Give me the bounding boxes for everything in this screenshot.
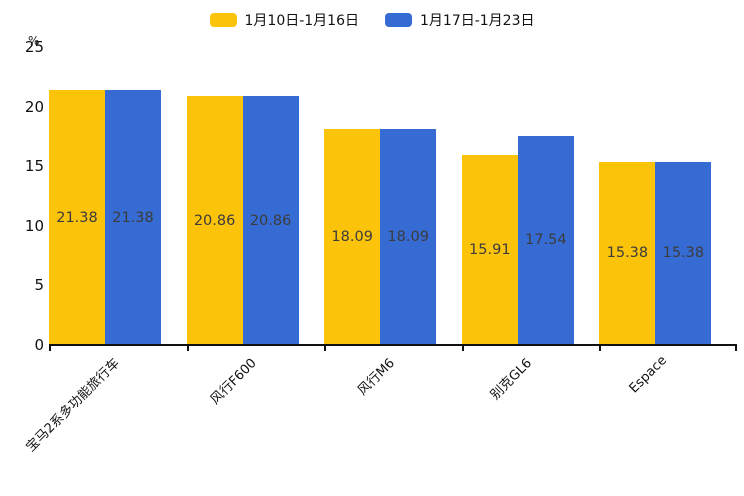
bar-week2: 20.86 [242, 96, 299, 345]
bar-group: 15.91 17.54 [461, 47, 600, 345]
bar-value-label: 15.38 [662, 245, 705, 262]
bar-value-label: 15.91 [469, 242, 511, 259]
bar-value-label: 18.09 [387, 229, 429, 246]
bar-group: 21.38 21.38 [49, 47, 187, 345]
bar-week2: 17.54 [517, 135, 574, 345]
x-axis-line [49, 344, 737, 351]
bar-group: 20.86 20.86 [186, 47, 325, 345]
bar-value-label: 17.54 [525, 232, 567, 249]
plot-area: 21.38 21.38 20.86 20.86 18.09 18.09 15.91 17.54… [49, 47, 737, 345]
bar-week2: 15.38 [655, 161, 712, 345]
x-axis-tick [49, 346, 51, 351]
x-axis-tick [324, 346, 327, 351]
bar-value-label: 21.38 [56, 209, 98, 226]
bar-value-label: 18.09 [331, 229, 373, 246]
bar-week2: 21.38 [105, 90, 161, 345]
x-axis-tick [735, 346, 737, 351]
legend-swatch-week1 [209, 13, 237, 27]
bar-week1: 15.38 [599, 161, 656, 345]
bar-week1: 21.38 [49, 90, 105, 345]
legend-label-week2: 1月17日-1月23日 [420, 13, 535, 29]
y-tick-label: 20 [24, 97, 44, 116]
bar-value-label: 20.86 [193, 212, 236, 229]
y-tick-label: 0 [34, 336, 44, 354]
legend: 1月10日-1月16日 1月17日-1月23日 [0, 8, 744, 32]
legend-item-week2: 1月17日-1月23日 [385, 10, 535, 30]
legend-item-week1: 1月10日-1月16日 [209, 10, 360, 30]
bar-value-label: 15.38 [606, 245, 649, 262]
y-tick-label: 15 [24, 157, 44, 176]
y-tick-label: 5 [34, 276, 44, 295]
bar-week1: 15.91 [461, 155, 518, 345]
y-tick-label: 25 [24, 38, 44, 56]
category-label: 别克GL6 [488, 355, 536, 403]
y-tick-label: 10 [24, 216, 44, 235]
bar-week2: 18.09 [380, 129, 437, 345]
x-axis-tick [461, 346, 464, 351]
bar-group: 15.38 15.38 [599, 47, 737, 345]
category-label: 宝马2系多功能旅行车 [23, 355, 123, 456]
y-axis-unit-label: % [28, 34, 40, 48]
bar-group: 18.09 18.09 [324, 47, 462, 345]
category-label: 风行F600 [208, 355, 261, 408]
bar-value-label: 20.86 [249, 212, 292, 229]
category-label: 风行M6 [354, 355, 398, 399]
x-axis-tick [186, 346, 189, 351]
legend-swatch-week2 [385, 13, 412, 27]
category-label: Espace [626, 353, 671, 397]
bar-week1: 18.09 [324, 129, 381, 345]
legend-label-week1: 1月10日-1月16日 [244, 13, 360, 29]
x-axis-tick [599, 346, 602, 351]
bar-value-label: 21.38 [112, 209, 154, 226]
bar-week1: 20.86 [186, 96, 243, 345]
